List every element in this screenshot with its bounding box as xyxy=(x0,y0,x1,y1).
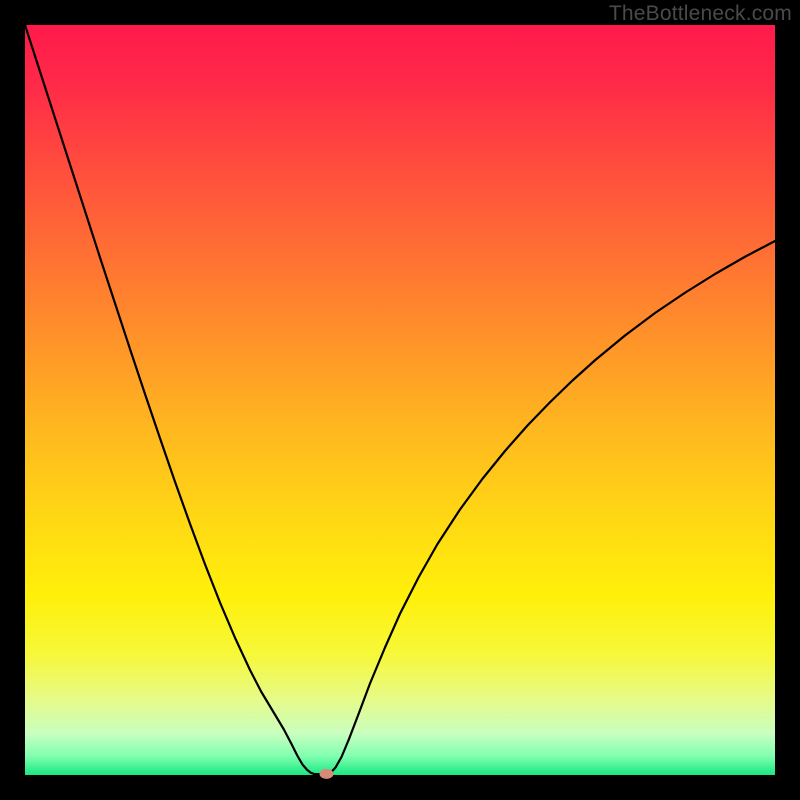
attribution-watermark: TheBottleneck.com xyxy=(609,2,792,26)
plot-gradient-background xyxy=(25,25,775,775)
bottleneck-curve-chart xyxy=(0,0,800,800)
chart-container: TheBottleneck.com xyxy=(0,0,800,800)
optimal-point-marker xyxy=(320,769,334,779)
